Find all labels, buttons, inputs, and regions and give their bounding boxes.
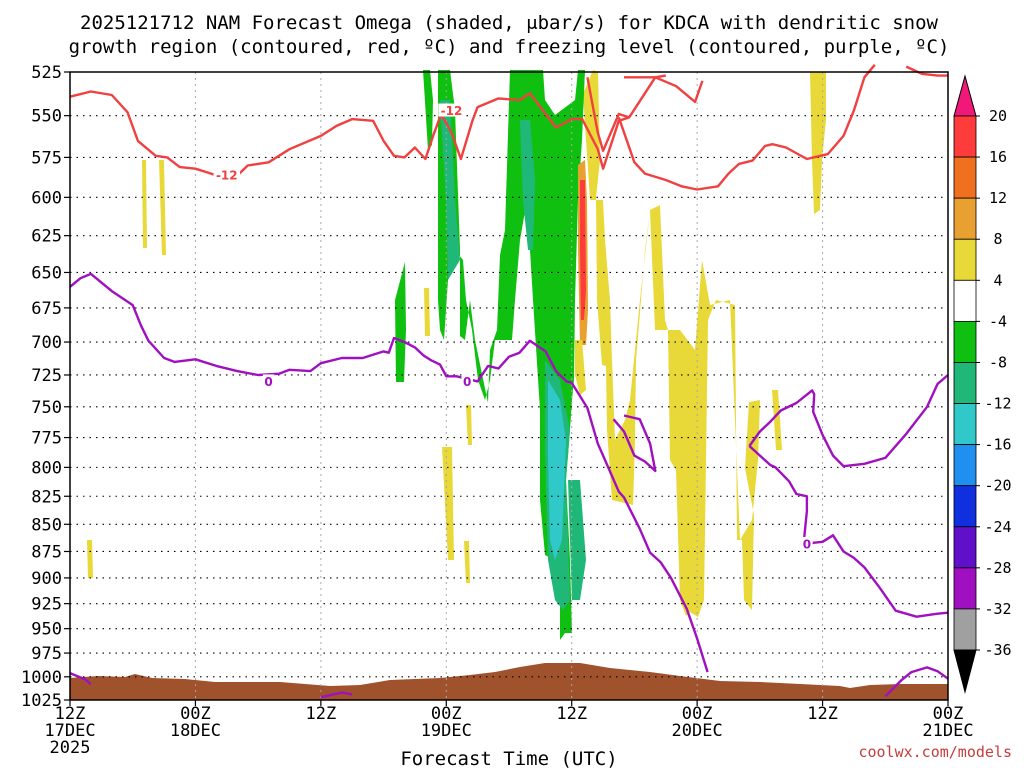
contour-label: 0 [264, 375, 272, 389]
y-tick-label: 750 [31, 398, 62, 418]
x-tick-label: 17DEC [44, 721, 95, 741]
colorbar-label: -36 [984, 641, 1011, 659]
colorbar: 20 16 12 8 4 -4 -8 -12 -16 -20 -24 -28 -32 -36 [953, 74, 1012, 694]
contour-label: 0 [463, 375, 471, 389]
contour-line-0 [320, 691, 353, 699]
contour-line-0 [884, 666, 949, 698]
omega-shading [87, 70, 826, 640]
y-tick-label: 825 [31, 487, 62, 507]
x-tick-label: 12Z [807, 704, 838, 724]
colorbar-label: 4 [993, 271, 1002, 289]
contour-label-bg [262, 374, 275, 388]
y-tick-label: 600 [31, 188, 62, 208]
y-tick-label: 975 [31, 644, 62, 664]
colorbar-label: -32 [984, 600, 1011, 618]
y-tick-label: 675 [31, 299, 62, 319]
x-tick-label: 00Z [682, 704, 713, 724]
x-tick-label: 12Z [305, 704, 336, 724]
y-tick-label: 850 [31, 515, 62, 535]
contour-label-bg [801, 536, 813, 550]
contour-label: -12 [216, 169, 238, 183]
colorbar-bottom-arrow [953, 649, 977, 694]
x-tick-label: 20DEC [672, 721, 723, 741]
plot-area: -12 -12 0 0 0 [69, 64, 949, 701]
contour-line-0 [748, 445, 949, 618]
colorbar-label: -20 [984, 477, 1011, 495]
x-tick-label: 00Z [431, 704, 462, 724]
contour-line-0 [748, 374, 949, 468]
colorbar-label: -24 [984, 518, 1011, 536]
contour-line-0 [612, 414, 657, 473]
x-tick-label: 19DEC [421, 721, 472, 741]
x-tick-label: 2025 [50, 738, 91, 758]
x-tick-label: 12Z [556, 704, 587, 724]
y-tick-label: 625 [31, 227, 62, 247]
y-tick-label: 525 [31, 63, 62, 83]
colorbar-top-arrow [953, 74, 977, 117]
colorbar-label: -12 [984, 395, 1011, 413]
y-tick-label: 575 [31, 148, 62, 168]
chart-title-line-2: growth region (contoured, red, ºC) and f… [69, 36, 950, 58]
y-tick-label: 800 [31, 458, 62, 478]
colorbar-swatch [953, 403, 977, 446]
contour-line-0 [69, 272, 709, 673]
y-tick-label: 875 [31, 542, 62, 562]
y-tick-label: 925 [31, 595, 62, 615]
colorbar-swatch [953, 485, 977, 528]
colorbar-swatch [953, 279, 977, 322]
contour-label: -12 [441, 104, 463, 118]
colorbar-swatch [953, 156, 977, 199]
colorbar-label: 16 [989, 148, 1007, 166]
colorbar-label: -28 [984, 559, 1011, 577]
x-tick-label: 12Z [55, 704, 86, 724]
colorbar-swatch [953, 526, 977, 569]
y-axis: 525 550 575 600 625 650 675 700 725 750 775 800 825 8… [21, 63, 70, 711]
contour-line-0 [69, 671, 92, 686]
colorbar-label: -4 [989, 312, 1007, 330]
y-tick-label: 650 [31, 263, 62, 283]
contour-label-bg [461, 374, 473, 388]
contour-line--12 [624, 76, 704, 104]
y-tick-label: 700 [31, 333, 62, 353]
colorbar-swatch [953, 362, 977, 404]
colorbar-label: 8 [993, 230, 1002, 248]
contour-line--12 [586, 77, 630, 153]
colorbar-swatch [953, 197, 977, 240]
contour-label-bg [213, 168, 241, 182]
colorbar-label: -8 [989, 353, 1007, 371]
y-tick-label: 950 [31, 620, 62, 640]
chart-title-line-1: 2025121712 NAM Forecast Omega (shaded, μ… [80, 12, 938, 34]
y-tick-label: 1000 [21, 668, 62, 688]
y-tick-label: 725 [31, 366, 62, 386]
colorbar-swatch [953, 567, 977, 610]
x-axis-label: Forecast Time (UTC) [400, 748, 617, 768]
y-tick-label: 900 [31, 569, 62, 589]
colorbar-swatch [953, 238, 977, 281]
colorbar-label: -16 [984, 436, 1011, 454]
x-tick-label: 00Z [180, 704, 211, 724]
contour-label-bg [438, 103, 465, 117]
contour-line--12 [617, 64, 876, 191]
credit-link[interactable]: coolwx.com/models [858, 743, 1012, 761]
y-tick-label: 775 [31, 429, 62, 449]
contour-line--12 [905, 65, 948, 77]
contour-line--12 [69, 74, 666, 180]
colorbar-swatch [953, 444, 977, 487]
contour-lines: -12 -12 0 0 0 [69, 64, 949, 699]
terrain-surface [70, 663, 948, 700]
colorbar-swatch [953, 115, 977, 158]
colorbar-label: 12 [989, 189, 1007, 207]
y-tick-label: 1025 [21, 691, 62, 711]
colorbar-swatch [953, 608, 977, 651]
contour-label: 0 [803, 537, 811, 551]
x-tick-label: 21DEC [922, 721, 973, 741]
colorbar-swatch [953, 320, 977, 363]
x-tick-label: 18DEC [170, 721, 221, 741]
y-tick-label: 550 [31, 107, 62, 127]
x-tick-label: 00Z [933, 704, 964, 724]
colorbar-label: 20 [989, 107, 1007, 125]
